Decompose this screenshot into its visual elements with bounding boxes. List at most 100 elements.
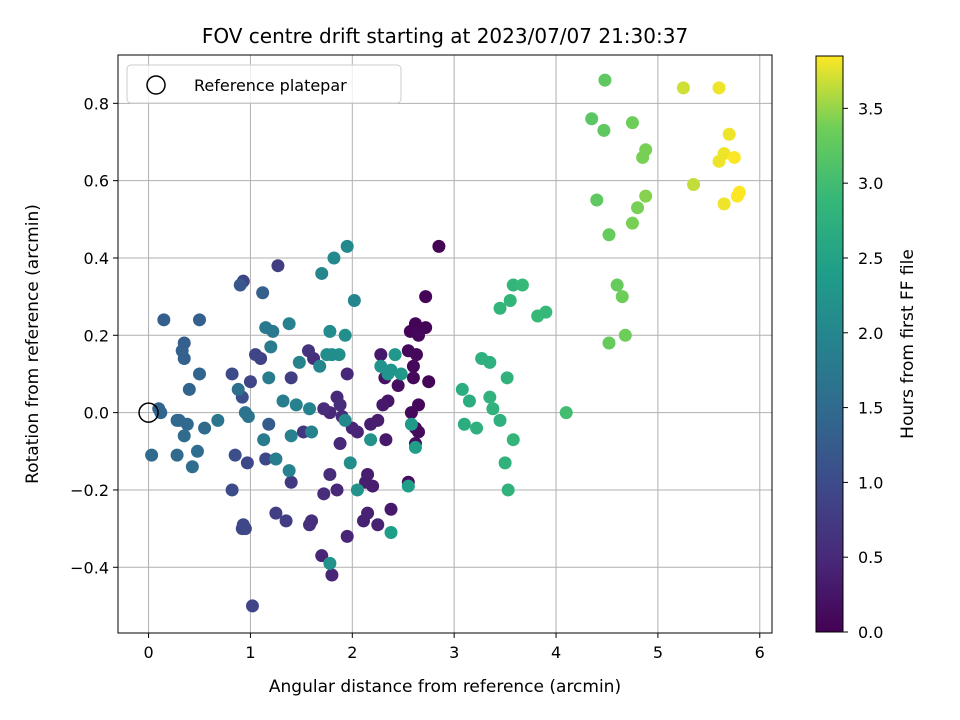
data-point (180, 417, 194, 431)
y-tick-label: −0.2 (70, 481, 109, 500)
data-point (401, 344, 415, 358)
data-point (727, 150, 741, 164)
data-point (256, 286, 270, 300)
data-point (264, 340, 278, 354)
data-point (631, 201, 645, 215)
x-tick-label: 2 (347, 643, 357, 662)
data-point (462, 394, 476, 408)
data-point (231, 382, 245, 396)
data-point (388, 348, 402, 362)
colorbar-tick-label: 1.0 (858, 473, 883, 492)
data-point (404, 406, 418, 420)
data-point (317, 402, 331, 416)
data-point (301, 344, 315, 358)
data-point (279, 514, 293, 528)
data-point (333, 437, 347, 451)
data-point (282, 464, 296, 478)
data-point (303, 402, 317, 416)
data-point (357, 514, 371, 528)
colorbar-ticks: 0.0 0.5 1.0 1.5 2.0 2.5 3.0 3.5 (843, 99, 883, 642)
data-point (198, 421, 212, 435)
data-point (276, 394, 290, 408)
data-point (384, 525, 398, 539)
data-point (412, 328, 426, 342)
data-point (240, 456, 254, 470)
data-point (501, 483, 515, 497)
data-point (257, 433, 271, 447)
data-point (284, 475, 298, 489)
legend: Reference platepar (126, 64, 402, 104)
data-point (408, 440, 422, 454)
data-point (225, 483, 239, 497)
data-point (323, 556, 337, 570)
data-point (391, 379, 405, 393)
legend-entry-label: Reference platepar (194, 76, 347, 95)
x-tick-label: 6 (755, 643, 765, 662)
data-point (177, 351, 191, 365)
data-point (157, 313, 171, 327)
y-ticks: −0.4 −0.2 0.0 0.2 0.4 0.6 0.8 (70, 94, 118, 577)
data-point (376, 398, 390, 412)
colorbar (815, 55, 844, 633)
y-axis-label: Rotation from reference (arcmin) (23, 204, 43, 484)
data-point (722, 127, 736, 141)
colorbar-tick-label: 3.5 (858, 99, 883, 118)
data-point (455, 382, 469, 396)
data-point (192, 313, 206, 327)
legend-box (126, 64, 402, 104)
data-point (539, 305, 553, 319)
data-point (364, 417, 378, 431)
x-tick-label: 3 (449, 643, 459, 662)
data-point (332, 348, 346, 362)
data-point (289, 398, 303, 412)
data-point (406, 359, 420, 373)
data-point (712, 81, 726, 95)
data-point (284, 371, 298, 385)
data-point (249, 348, 263, 362)
data-point (185, 460, 199, 474)
data-point (404, 417, 418, 431)
y-tick-label: 0.6 (84, 172, 109, 191)
data-point (590, 193, 604, 207)
data-point (394, 367, 408, 381)
data-point (347, 294, 361, 308)
data-point (271, 259, 285, 273)
x-ticks: 0 1 2 3 4 5 6 (143, 633, 765, 662)
reference-marker-layer (138, 402, 159, 423)
colorbar-tick-label: 3.0 (858, 174, 883, 193)
colorbar-tick-label: 2.5 (858, 249, 883, 268)
data-point (687, 178, 701, 192)
data-point (615, 290, 629, 304)
plot-frame (117, 54, 773, 634)
x-tick-label: 1 (245, 643, 255, 662)
data-point (493, 301, 507, 315)
legend-reference-marker (146, 75, 166, 95)
data-point (483, 390, 497, 404)
data-point (498, 456, 512, 470)
data-point (639, 189, 653, 203)
data-point (269, 452, 283, 466)
colorbar-tick-label: 2.0 (858, 324, 883, 343)
data-point (177, 429, 191, 443)
data-point (323, 324, 337, 338)
data-point (676, 81, 690, 95)
x-tick-label: 0 (143, 643, 153, 662)
data-point (282, 317, 296, 331)
data-point (597, 123, 611, 137)
data-point (625, 116, 639, 130)
data-point (313, 359, 327, 373)
data-point (245, 599, 259, 613)
colorbar-tick-label: 0.5 (858, 548, 883, 567)
colorbar-label: Hours from first FF file (898, 249, 918, 439)
data-point (211, 413, 225, 427)
data-point (262, 417, 276, 431)
x-tick-label: 5 (653, 643, 663, 662)
data-point (292, 355, 306, 369)
data-point (340, 367, 354, 381)
data-point (333, 398, 347, 412)
data-point (340, 239, 354, 253)
y-tick-label: 0.8 (84, 94, 109, 113)
data-point (343, 456, 357, 470)
chart-title: FOV centre drift starting at 2023/07/07 … (202, 24, 688, 48)
